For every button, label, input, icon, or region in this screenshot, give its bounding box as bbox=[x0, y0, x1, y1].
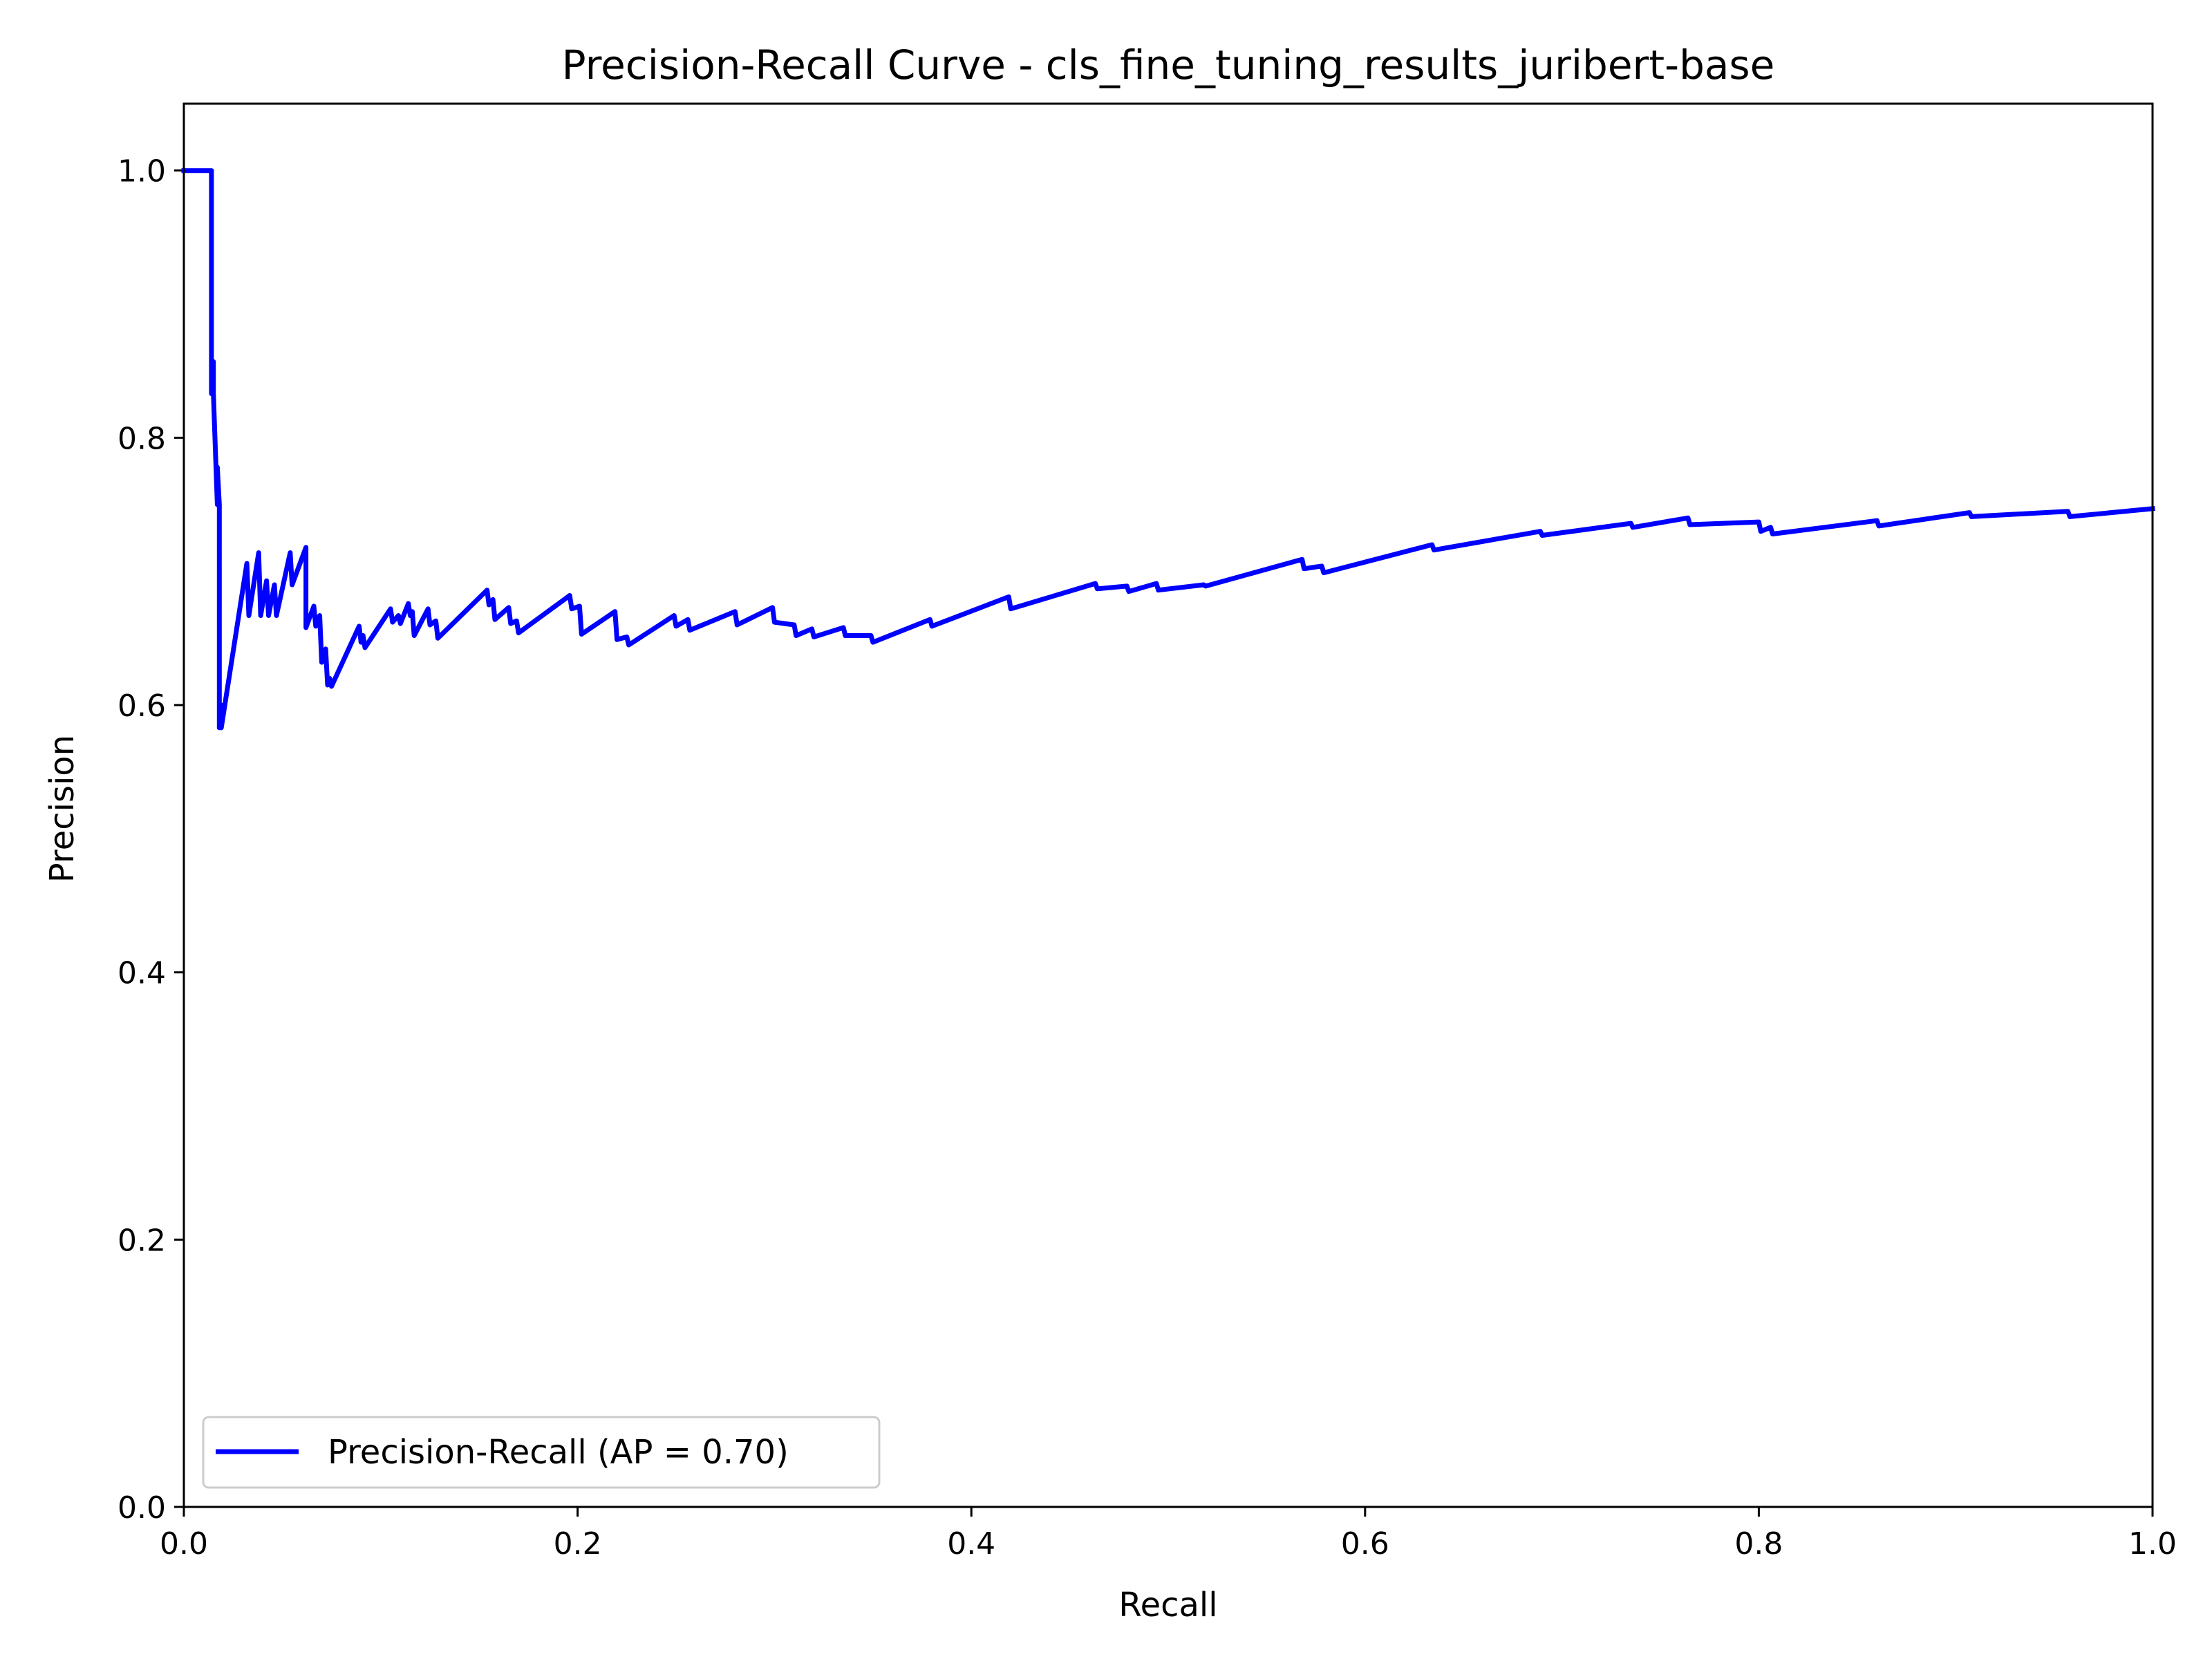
x-tick-label: 1.0 bbox=[2128, 1526, 2177, 1562]
x-tick-label: 0.6 bbox=[1341, 1526, 1389, 1562]
legend: Precision-Recall (AP = 0.70) bbox=[202, 1416, 881, 1489]
y-tick-label: 1.0 bbox=[118, 154, 166, 189]
legend-box bbox=[202, 1416, 881, 1489]
x-tick-label: 0.4 bbox=[947, 1526, 995, 1562]
y-axis-ticks: 0.0 0.2 0.4 0.6 0.8 1.0 bbox=[118, 154, 184, 1526]
chart-title: Precision-Recall Curve - cls_fine_tuning… bbox=[562, 41, 1775, 88]
precision-recall-line bbox=[181, 168, 2155, 731]
plot-area bbox=[184, 104, 2153, 1507]
x-axis-label: Recall bbox=[1118, 1586, 1217, 1624]
x-tick-label: 0.0 bbox=[160, 1526, 208, 1562]
y-tick-label: 0.0 bbox=[118, 1490, 166, 1526]
plot-frame bbox=[182, 102, 2154, 1508]
y-tick-label: 0.6 bbox=[118, 688, 166, 724]
x-tick-label: 0.8 bbox=[1734, 1526, 1783, 1562]
y-tick-label: 0.4 bbox=[118, 956, 166, 991]
y-tick-label: 0.8 bbox=[118, 421, 166, 456]
x-axis-ticks: 0.0 0.2 0.4 0.6 0.8 1.0 bbox=[160, 1507, 2177, 1562]
x-tick-label: 0.2 bbox=[554, 1526, 602, 1562]
y-tick-label: 0.2 bbox=[118, 1223, 166, 1258]
legend-label: Precision-Recall (AP = 0.70) bbox=[328, 1433, 789, 1472]
y-axis-label: Precision bbox=[43, 735, 82, 883]
